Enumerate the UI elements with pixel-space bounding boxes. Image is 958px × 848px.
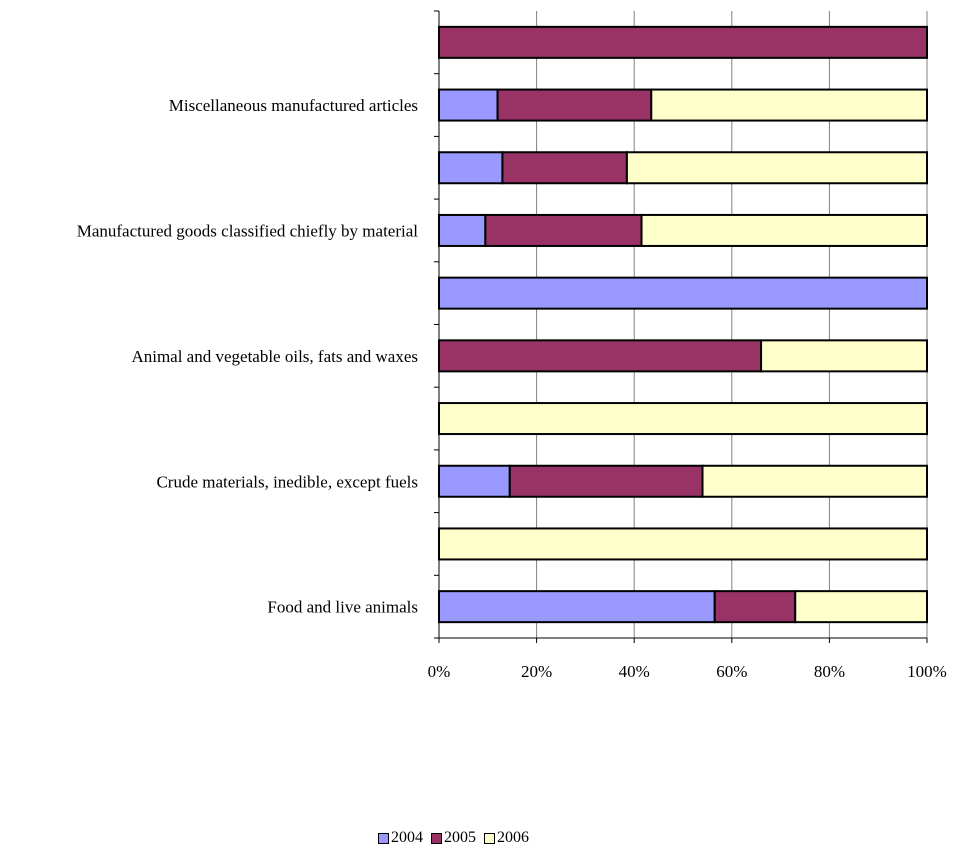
x-tick-label: 80%: [814, 662, 845, 681]
bar-segment-2004: [438, 464, 511, 498]
x-tick-label: 100%: [907, 662, 947, 681]
category-label: Miscellaneous manufactured articles: [169, 96, 418, 115]
legend-item-2006: 2006: [484, 829, 529, 847]
bar-segment-2006: [794, 590, 928, 624]
bar-segment-2004: [438, 276, 928, 310]
legend-swatch-2006: [484, 832, 495, 844]
x-tick-label: 0%: [428, 662, 451, 681]
category-label: Manufactured goods classified chiefly by…: [77, 221, 419, 240]
legend-item-2005: 2005: [431, 829, 476, 847]
x-tick-label: 40%: [619, 662, 650, 681]
bar-segment-2004: [438, 88, 499, 122]
bar-segment-2006: [625, 151, 928, 185]
bar-segment-2006: [640, 213, 929, 247]
bar-segment-2004: [438, 151, 504, 185]
bar-segment-2005: [508, 464, 704, 498]
bar-segment-2005: [713, 590, 797, 624]
x-tick-label: 60%: [716, 662, 747, 681]
bar-segment-2006: [438, 527, 928, 561]
legend-label-2005: 2005: [444, 829, 476, 846]
x-tick-label: 20%: [521, 662, 552, 681]
bar-segment-2006: [650, 88, 929, 122]
legend-item-2004: 2004: [378, 829, 423, 847]
legend-swatch-2005: [431, 832, 442, 844]
legend-label-2006: 2006: [497, 829, 529, 846]
bar-segment-2006: [701, 464, 929, 498]
bar-segment-2004: [438, 213, 487, 247]
legend: 2004 2005 2006: [378, 829, 537, 847]
bar-segment-2005: [484, 213, 643, 247]
bar-segment-2004: [438, 590, 716, 624]
bar-segment-2006: [438, 402, 928, 436]
bar-segment-2005: [438, 25, 928, 59]
category-label: Animal and vegetable oils, fats and waxe…: [131, 347, 418, 366]
category-label: Crude materials, inedible, except fuels: [156, 472, 418, 491]
bar-segment-2005: [438, 339, 763, 373]
bar-segment-2005: [501, 151, 628, 185]
bar-segment-2005: [496, 88, 653, 122]
category-label: Food and live animals: [267, 598, 418, 617]
legend-label-2004: 2004: [391, 829, 423, 846]
bar-segment-2006: [760, 339, 929, 373]
legend-swatch-2004: [378, 832, 389, 844]
